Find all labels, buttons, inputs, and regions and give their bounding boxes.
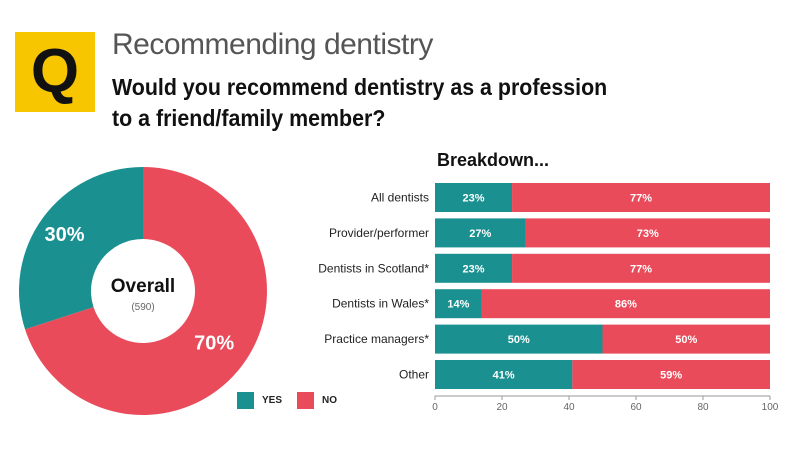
bar-segment-yes	[435, 183, 513, 212]
bar-segment-yes	[435, 218, 526, 248]
bar-category-label: Dentists in Scotland*	[318, 261, 429, 275]
bar-value-label: 73%	[637, 228, 659, 240]
bar-segment-no	[602, 324, 770, 354]
bar-value-label: 50%	[675, 334, 697, 346]
x-tick-label: 20	[496, 402, 508, 413]
x-tick-label: 40	[563, 402, 575, 413]
bar-value-label: 14%	[447, 299, 469, 311]
bar-category-label: Dentists in Wales*	[332, 297, 429, 311]
question-title: Would you recommend dentistry as a profe…	[112, 74, 608, 131]
bar-category-label: Provider/performer	[329, 226, 429, 240]
bar-segment-no	[512, 253, 770, 283]
bar-value-label: 23%	[463, 263, 485, 275]
breakdown-title: Breakdown...	[437, 150, 550, 170]
bar-value-label: 77%	[630, 193, 652, 205]
bar-category-label: Other	[399, 368, 429, 382]
bar-value-label: 41%	[493, 370, 515, 382]
legend-no: NO	[297, 392, 337, 409]
bar-segment-no	[512, 183, 770, 212]
bar-value-label: 27%	[469, 228, 491, 240]
bar-value-label: 59%	[660, 370, 682, 382]
x-tick-label: 0	[432, 402, 438, 413]
legend-no-label: NO	[322, 395, 337, 406]
section-subtitle: Recommending dentistry	[112, 28, 433, 61]
bar-segment-yes	[435, 289, 482, 319]
bar-category-label: Practice managers*	[324, 332, 429, 346]
bar-segment-no	[481, 289, 770, 319]
x-tick-label: 60	[630, 402, 642, 413]
legend-yes-swatch	[237, 392, 254, 409]
x-tick-label: 100	[762, 402, 779, 413]
bar-value-label: 23%	[463, 193, 485, 205]
bar-segment-yes	[435, 360, 573, 389]
bar-segment-yes	[435, 253, 513, 283]
x-tick-label: 80	[697, 402, 709, 413]
bar-value-label: 77%	[630, 263, 652, 275]
bar-value-label: 50%	[508, 334, 530, 346]
bar-segment-yes	[435, 324, 603, 354]
bar-segment-no	[525, 218, 770, 248]
legend-no-swatch	[297, 392, 314, 409]
bar-segment-no	[572, 360, 770, 389]
legend-yes-label: YES	[262, 395, 283, 406]
legend-yes: YES	[237, 392, 282, 409]
q-letter: Q	[30, 37, 80, 106]
bar-category-label: All dentists	[371, 191, 429, 205]
q-badge: Q	[15, 32, 95, 112]
bar-value-label: 86%	[615, 299, 637, 311]
